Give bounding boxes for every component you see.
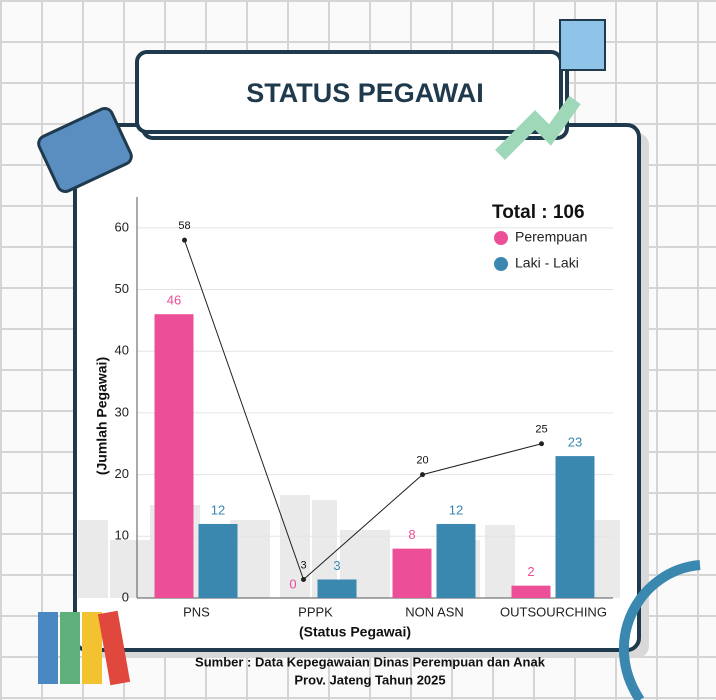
total-point xyxy=(539,441,544,447)
x-tick-label: PPPK xyxy=(298,604,333,619)
decor-briefcase xyxy=(37,107,133,193)
y-tick-label: 60 xyxy=(115,219,129,234)
x-tick-label: OUTSOURCHING xyxy=(500,604,607,619)
bar xyxy=(511,585,551,598)
bar xyxy=(392,548,432,598)
legend-swatch xyxy=(494,257,508,271)
total-value-label: 58 xyxy=(178,220,190,232)
y-tick-label: 30 xyxy=(115,404,129,419)
total-point xyxy=(301,576,306,582)
total-point xyxy=(182,237,187,243)
decor-swirl xyxy=(618,560,701,700)
total-line xyxy=(184,240,542,581)
source: Prov. Jateng Tahun 2025 xyxy=(294,672,445,687)
decor-binders xyxy=(38,610,131,686)
bar xyxy=(436,523,476,598)
decor-arrow xyxy=(495,95,581,160)
y-axis-label: (Jumlah Pegawai) xyxy=(94,357,110,475)
y-tick-label: 10 xyxy=(115,528,129,543)
legend-label: Perempuan xyxy=(515,229,587,245)
bar xyxy=(154,314,194,598)
bar-value-label: 8 xyxy=(408,527,415,542)
legend-label: Laki - Laki xyxy=(515,255,579,271)
bar-value-label: 2 xyxy=(527,564,534,579)
legend-swatch xyxy=(494,231,508,245)
bar xyxy=(317,579,357,598)
banner xyxy=(135,50,563,134)
bar-value-label: 23 xyxy=(568,435,582,450)
bar-value-label: 3 xyxy=(333,558,340,573)
y-tick-label: 40 xyxy=(115,343,129,358)
bar-value-label: 46 xyxy=(167,293,181,308)
chart-title: STATUS PEGAWAI xyxy=(246,78,484,108)
bar xyxy=(555,456,595,598)
total-label: Total : 106 xyxy=(492,202,585,223)
bar-value-label: 12 xyxy=(211,502,225,517)
source: Sumber : Data Kepegawaian Dinas Perempua… xyxy=(195,654,546,669)
total-value-label: 25 xyxy=(535,424,547,436)
y-tick-label: 50 xyxy=(115,281,129,296)
bar-value-label: 12 xyxy=(449,502,463,517)
x-tick-label: PNS xyxy=(183,604,210,619)
x-axis-label: (Status Pegawai) xyxy=(299,624,411,640)
decor-folder xyxy=(559,19,606,71)
bar-value-label: 0 xyxy=(289,576,296,591)
total-point xyxy=(420,472,425,478)
total-value-label: 3 xyxy=(300,559,306,571)
y-tick-label: 20 xyxy=(115,466,129,481)
y-tick-label: 0 xyxy=(122,589,129,604)
total-value-label: 20 xyxy=(416,455,428,467)
x-tick-label: NON ASN xyxy=(405,604,464,619)
bar xyxy=(198,523,238,598)
